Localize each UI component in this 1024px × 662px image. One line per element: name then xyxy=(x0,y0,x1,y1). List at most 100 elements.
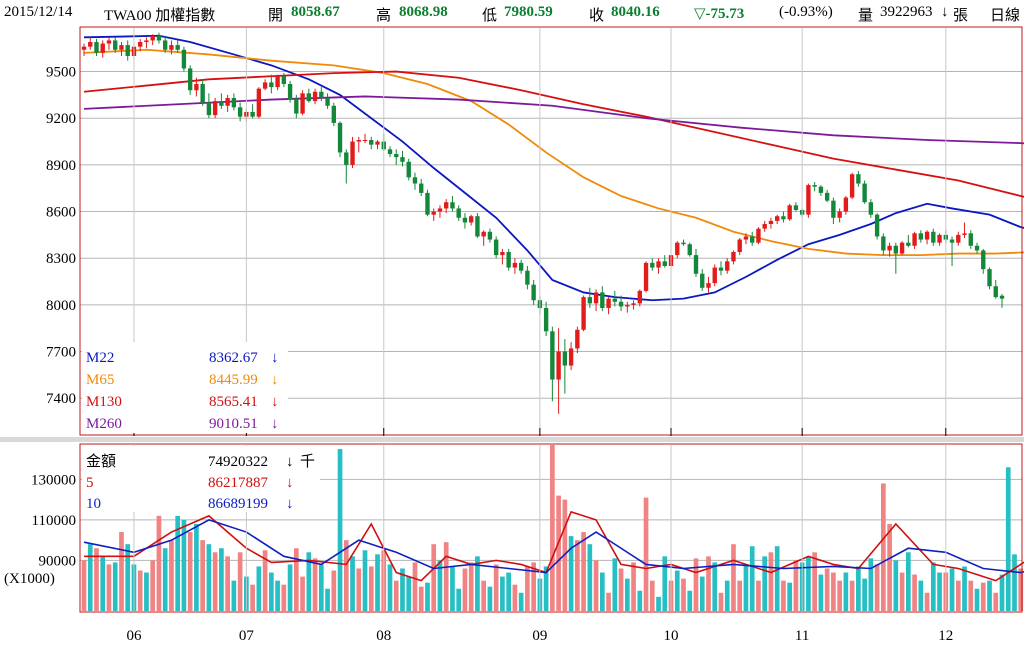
month-tick-label: 07 xyxy=(239,628,255,644)
candle-body xyxy=(743,236,749,240)
ma-legend-box xyxy=(82,342,288,433)
candle-body xyxy=(750,236,755,243)
quote-symbol: TWA00 加權指數 xyxy=(104,8,216,24)
volume-bar xyxy=(874,564,880,611)
candle-body xyxy=(156,35,162,41)
volume-bar xyxy=(868,558,874,611)
volume-bar xyxy=(331,570,337,611)
volume-bar xyxy=(968,580,974,611)
volume-bar xyxy=(737,580,743,611)
candle-body xyxy=(106,40,112,44)
volume-value: 3922963 xyxy=(880,4,933,20)
volume-bar xyxy=(912,574,917,611)
candle-body xyxy=(643,262,649,291)
price-tick-label: 9200 xyxy=(46,111,76,127)
candle-body xyxy=(712,267,717,284)
volume-bar xyxy=(412,562,418,611)
volume-bar xyxy=(937,572,942,611)
candle-body xyxy=(437,208,443,212)
candle-body xyxy=(487,231,493,240)
volume-bar xyxy=(824,568,830,611)
candle-body xyxy=(974,245,980,251)
close-label: 收 xyxy=(589,8,605,24)
volume-bar xyxy=(962,566,967,611)
volume-bar xyxy=(312,558,318,611)
candle-body xyxy=(856,174,861,184)
volume-bar xyxy=(712,562,718,611)
volume-bar xyxy=(656,596,661,611)
volume-bar xyxy=(425,582,430,611)
volume-bar xyxy=(718,592,724,611)
volume-bar xyxy=(293,548,299,611)
volume-bar xyxy=(175,515,181,611)
volume-bar xyxy=(550,445,555,611)
volume-bar xyxy=(831,572,836,611)
volume-bar xyxy=(343,540,349,611)
volume-unit-label: (X1000) xyxy=(4,571,55,587)
candle-body xyxy=(412,177,418,184)
vol-legend-arrow: ↓ xyxy=(286,475,294,491)
panel-divider xyxy=(0,437,1024,442)
high-value: 8068.98 xyxy=(399,4,448,20)
volume-bar xyxy=(731,544,736,611)
ma-legend-arrow: ↓ xyxy=(271,372,279,388)
candle-body xyxy=(450,202,455,209)
vol-legend-value: 86217887 xyxy=(208,475,269,491)
volume-bar xyxy=(100,556,106,611)
candle-body xyxy=(138,42,143,47)
candle-body xyxy=(406,161,411,178)
open-value: 8058.67 xyxy=(291,4,340,20)
candle-body xyxy=(200,84,205,103)
volume-bar xyxy=(512,584,518,611)
volume-bar xyxy=(144,572,149,611)
volume-bar xyxy=(431,544,437,611)
volume-bar xyxy=(899,572,905,611)
volume-bar xyxy=(762,556,768,611)
volume-bar xyxy=(918,580,924,611)
close-value: 8040.16 xyxy=(611,4,660,20)
ma-legend-name: M22 xyxy=(86,350,114,366)
volume-bar xyxy=(262,550,268,611)
candle-body xyxy=(512,262,518,268)
candle-body xyxy=(650,262,655,268)
candle-body xyxy=(793,205,799,210)
volume-axis: 130000 110000 90000 xyxy=(31,472,76,569)
volume-bar xyxy=(475,556,480,611)
vol-legend-title-unit: 千 xyxy=(300,453,315,470)
price-axis: 9500 9200 8900 8600 8300 8000 7700 7400 xyxy=(46,65,76,408)
volume-bar xyxy=(687,590,693,611)
price-tick-label: 9500 xyxy=(46,65,76,81)
volume-bar xyxy=(724,580,730,611)
candle-body xyxy=(899,242,905,254)
volume-bar xyxy=(200,540,205,611)
candle-body xyxy=(862,183,867,203)
vol-legend-name: 10 xyxy=(86,496,101,512)
low-label: 低 xyxy=(482,8,498,24)
candle-body xyxy=(237,107,243,117)
candle-body xyxy=(912,233,917,246)
candle-body xyxy=(356,140,361,142)
candle-body xyxy=(219,101,224,106)
volume-tick-label: 130000 xyxy=(31,472,76,488)
volume-bar xyxy=(87,544,93,611)
volume-label: 量 xyxy=(858,8,874,24)
volume-tick-label: 110000 xyxy=(32,513,76,529)
volume-bar xyxy=(674,570,680,611)
candle-body xyxy=(612,298,618,302)
candle-body xyxy=(431,211,436,215)
candle-body xyxy=(806,185,811,215)
volume-bar xyxy=(843,572,849,611)
candle-body xyxy=(362,140,368,141)
volume-bar xyxy=(231,580,237,611)
volume-bar xyxy=(893,560,899,611)
volume-bar xyxy=(781,580,786,611)
volume-bar xyxy=(150,560,156,611)
candle-body xyxy=(718,267,724,271)
candle-body xyxy=(400,157,405,162)
volume-bar xyxy=(849,580,855,611)
candle-body xyxy=(262,82,268,89)
price-tick-label: 7400 xyxy=(46,391,76,407)
volume-bar xyxy=(181,519,187,611)
volume-bar xyxy=(768,552,774,611)
